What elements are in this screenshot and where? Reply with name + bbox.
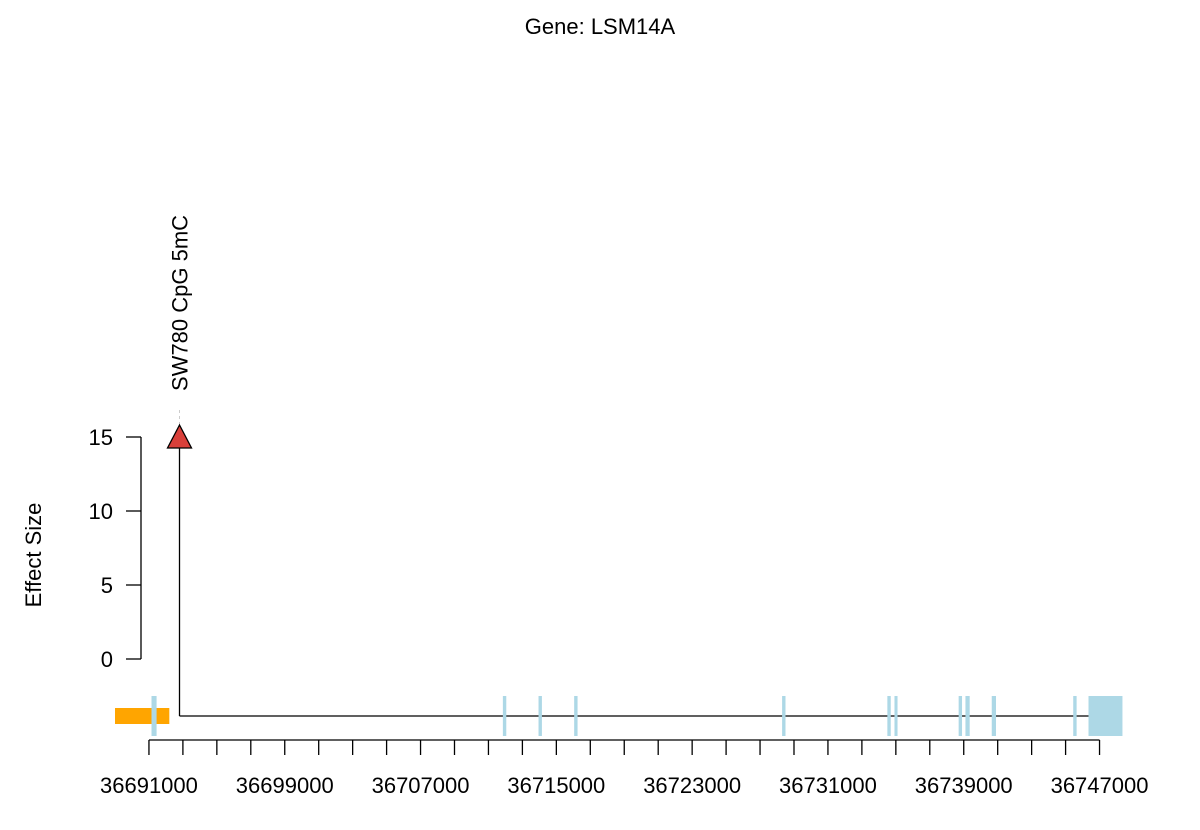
exon: [991, 696, 996, 736]
x-tick-label: 36699000: [236, 773, 334, 798]
exon: [782, 696, 786, 736]
x-tick-label: 36747000: [1051, 773, 1149, 798]
exon: [151, 696, 157, 736]
x-tick-label: 36707000: [372, 773, 470, 798]
exon: [887, 696, 891, 736]
y-tick-label: 10: [89, 499, 113, 524]
y-axis: 0 5 10 15: [89, 425, 142, 672]
point-label: SW780 CpG 5mC: [168, 215, 193, 391]
exon: [965, 696, 970, 736]
point-marker: [166, 423, 193, 449]
exon: [894, 696, 898, 736]
data-points: SW780 CpG 5mC: [166, 215, 193, 716]
x-tick-label: 36691000: [100, 773, 198, 798]
exon: [958, 696, 963, 736]
x-tick-label: 36731000: [779, 773, 877, 798]
exon: [538, 696, 542, 736]
upstream-region: [115, 708, 170, 724]
y-tick-label: 0: [101, 647, 113, 672]
x-tick-label: 36739000: [915, 773, 1013, 798]
exon: [1088, 696, 1123, 736]
chart-title: Gene: LSM14A: [525, 14, 676, 39]
exon: [1073, 696, 1077, 736]
y-tick-label: 5: [101, 573, 113, 598]
y-axis-label: Effect Size: [21, 503, 46, 608]
x-axis: 36691000 36699000 36707000 36715000 36723000…: [100, 739, 1149, 798]
x-tick-label: 36715000: [507, 773, 605, 798]
exon: [502, 696, 507, 736]
y-tick-label: 15: [89, 425, 113, 450]
x-tick-label: 36723000: [643, 773, 741, 798]
gene-track: [115, 696, 1123, 736]
exon: [574, 696, 578, 736]
